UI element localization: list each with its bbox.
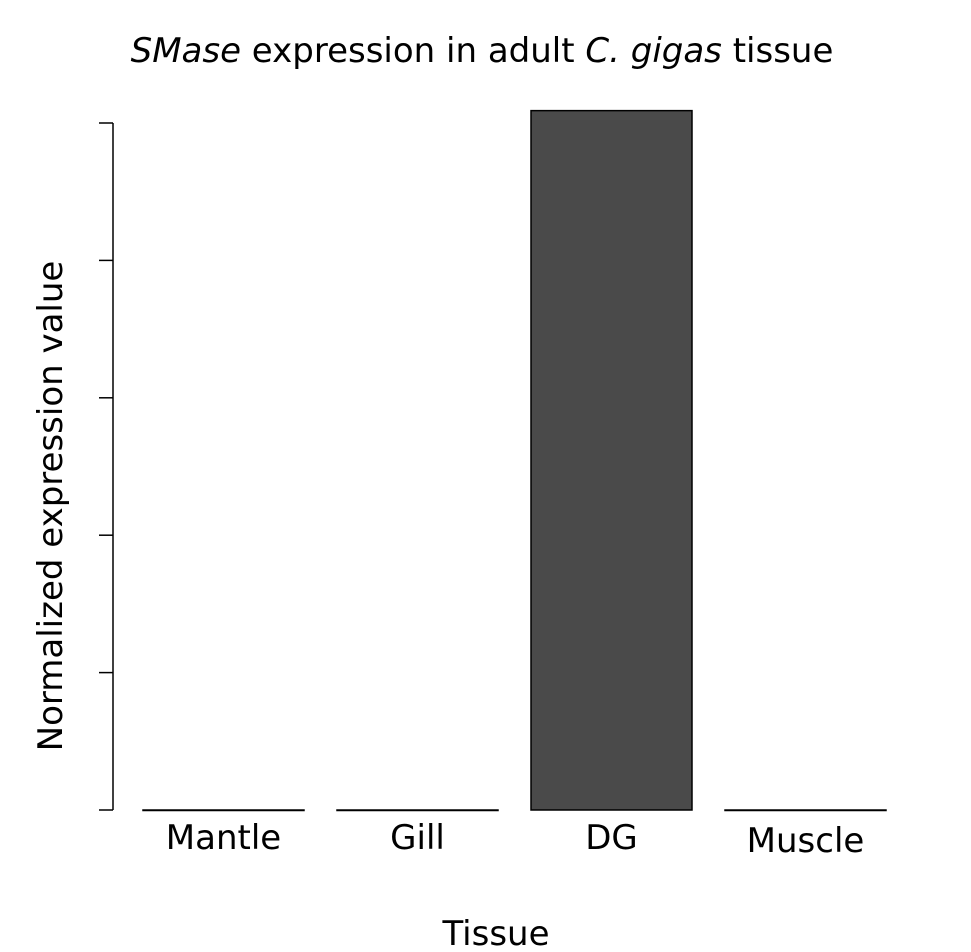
x-axis-label: Tissue	[441, 914, 549, 952]
y-axis-label: Normalized expression value	[31, 261, 71, 752]
x-tick-label-mantle: Mantle	[166, 818, 281, 858]
bar-mantle	[142, 809, 305, 812]
bar-dg	[530, 109, 693, 811]
chart-title-part-0: SMase	[131, 31, 241, 71]
chart-title-part-1: expression in adult	[241, 31, 585, 71]
chart-title-part-3: tissue	[722, 31, 833, 71]
x-tick-label-dg: DG	[585, 818, 638, 858]
y-axis	[99, 122, 114, 811]
x-tick-label-muscle: Muscle	[747, 821, 865, 861]
chart-title-part-2: C. gigas	[585, 31, 722, 71]
chart-title: SMase expression in adult C. gigas tissu…	[131, 31, 834, 71]
x-tick-labels: Mantle Gill DG Muscle	[166, 818, 865, 861]
bars	[142, 109, 887, 812]
bar-gill	[336, 809, 499, 812]
bar-muscle	[724, 809, 887, 812]
x-tick-label-gill: Gill	[390, 818, 445, 858]
